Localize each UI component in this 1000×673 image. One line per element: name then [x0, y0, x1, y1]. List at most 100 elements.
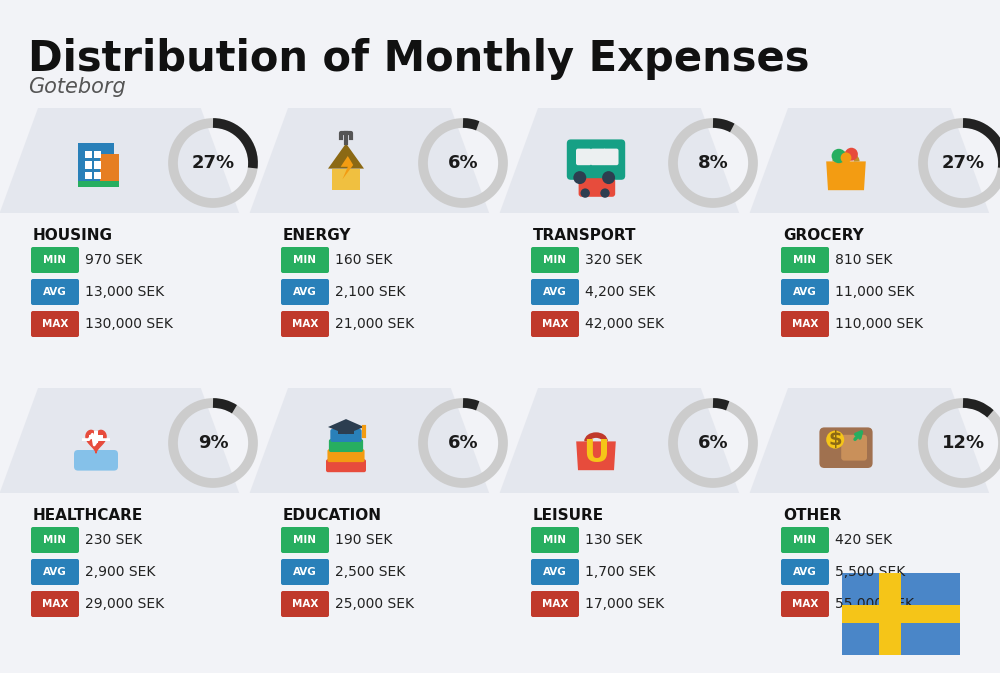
Text: 6%: 6% — [448, 434, 478, 452]
Circle shape — [573, 171, 586, 184]
FancyBboxPatch shape — [281, 559, 329, 585]
Text: AVG: AVG — [793, 567, 817, 577]
Text: LEISURE: LEISURE — [533, 508, 604, 523]
Text: 2,900 SEK: 2,900 SEK — [85, 565, 155, 579]
Circle shape — [602, 171, 615, 184]
FancyBboxPatch shape — [74, 450, 118, 470]
FancyBboxPatch shape — [281, 247, 329, 273]
FancyBboxPatch shape — [329, 439, 363, 452]
FancyBboxPatch shape — [330, 429, 362, 442]
FancyBboxPatch shape — [78, 181, 119, 186]
Text: MAX: MAX — [542, 319, 568, 329]
Text: MIN: MIN — [294, 535, 316, 545]
Polygon shape — [250, 388, 489, 493]
Polygon shape — [341, 156, 353, 180]
Text: 130 SEK: 130 SEK — [585, 533, 642, 547]
Text: 6%: 6% — [448, 154, 478, 172]
Text: AVG: AVG — [43, 287, 67, 297]
Text: 1,700 SEK: 1,700 SEK — [585, 565, 655, 579]
Text: HEALTHCARE: HEALTHCARE — [33, 508, 143, 523]
Text: MIN: MIN — [44, 535, 66, 545]
Text: 810 SEK: 810 SEK — [835, 253, 892, 267]
Text: 5,500 SEK: 5,500 SEK — [835, 565, 905, 579]
FancyBboxPatch shape — [85, 151, 92, 157]
FancyBboxPatch shape — [31, 591, 79, 617]
Text: U: U — [583, 439, 609, 470]
Text: AVG: AVG — [293, 287, 317, 297]
Text: AVG: AVG — [543, 567, 567, 577]
Text: 130,000 SEK: 130,000 SEK — [85, 317, 173, 331]
Polygon shape — [500, 108, 739, 213]
FancyBboxPatch shape — [31, 311, 79, 337]
FancyBboxPatch shape — [281, 591, 329, 617]
FancyBboxPatch shape — [338, 427, 354, 434]
FancyBboxPatch shape — [94, 431, 98, 444]
FancyBboxPatch shape — [781, 247, 829, 273]
Text: AVG: AVG — [793, 287, 817, 297]
Polygon shape — [328, 419, 364, 434]
Polygon shape — [86, 430, 106, 453]
FancyBboxPatch shape — [94, 151, 101, 157]
Polygon shape — [0, 388, 239, 493]
FancyBboxPatch shape — [31, 559, 79, 585]
Text: MAX: MAX — [42, 319, 68, 329]
Text: HOUSING: HOUSING — [33, 228, 113, 243]
FancyBboxPatch shape — [85, 162, 92, 169]
Polygon shape — [826, 162, 866, 190]
Text: MAX: MAX — [792, 319, 818, 329]
Text: ENERGY: ENERGY — [283, 228, 352, 243]
FancyBboxPatch shape — [781, 279, 829, 305]
Text: 27%: 27% — [191, 154, 235, 172]
Text: 21,000 SEK: 21,000 SEK — [335, 317, 414, 331]
Text: 320 SEK: 320 SEK — [585, 253, 642, 267]
FancyBboxPatch shape — [100, 154, 119, 186]
FancyBboxPatch shape — [590, 149, 606, 165]
Circle shape — [826, 431, 844, 449]
Text: MAX: MAX — [542, 599, 568, 609]
FancyBboxPatch shape — [531, 279, 579, 305]
FancyBboxPatch shape — [281, 279, 329, 305]
Text: MIN: MIN — [544, 255, 566, 265]
FancyBboxPatch shape — [327, 449, 365, 462]
Text: MIN: MIN — [294, 255, 316, 265]
Text: AVG: AVG — [543, 287, 567, 297]
FancyBboxPatch shape — [576, 149, 592, 165]
Polygon shape — [0, 108, 239, 213]
FancyBboxPatch shape — [31, 527, 79, 553]
Polygon shape — [750, 388, 989, 493]
Text: AVG: AVG — [43, 567, 67, 577]
Polygon shape — [500, 388, 739, 493]
Text: 55,000 SEK: 55,000 SEK — [835, 597, 914, 611]
Text: MAX: MAX — [792, 599, 818, 609]
FancyBboxPatch shape — [31, 247, 79, 273]
Text: 6%: 6% — [698, 434, 728, 452]
Text: MIN: MIN — [794, 535, 816, 545]
FancyBboxPatch shape — [326, 459, 366, 472]
FancyBboxPatch shape — [841, 435, 867, 460]
FancyBboxPatch shape — [281, 527, 329, 553]
Text: 110,000 SEK: 110,000 SEK — [835, 317, 923, 331]
Text: 17,000 SEK: 17,000 SEK — [585, 597, 664, 611]
Text: 29,000 SEK: 29,000 SEK — [85, 597, 164, 611]
FancyBboxPatch shape — [781, 527, 829, 553]
FancyBboxPatch shape — [31, 279, 79, 305]
Text: 27%: 27% — [941, 154, 985, 172]
Polygon shape — [576, 441, 616, 470]
FancyBboxPatch shape — [879, 573, 901, 655]
FancyBboxPatch shape — [781, 591, 829, 617]
FancyBboxPatch shape — [94, 162, 101, 169]
Text: 9%: 9% — [198, 434, 228, 452]
FancyBboxPatch shape — [781, 311, 829, 337]
Text: 25,000 SEK: 25,000 SEK — [335, 597, 414, 611]
FancyBboxPatch shape — [89, 435, 103, 439]
Text: MAX: MAX — [42, 599, 68, 609]
Text: 230 SEK: 230 SEK — [85, 533, 142, 547]
FancyBboxPatch shape — [603, 149, 619, 165]
FancyBboxPatch shape — [842, 573, 960, 655]
Text: MIN: MIN — [44, 255, 66, 265]
FancyBboxPatch shape — [94, 172, 101, 180]
FancyBboxPatch shape — [579, 178, 615, 197]
Text: 190 SEK: 190 SEK — [335, 533, 392, 547]
Circle shape — [845, 147, 858, 161]
Text: Distribution of Monthly Expenses: Distribution of Monthly Expenses — [28, 38, 810, 80]
